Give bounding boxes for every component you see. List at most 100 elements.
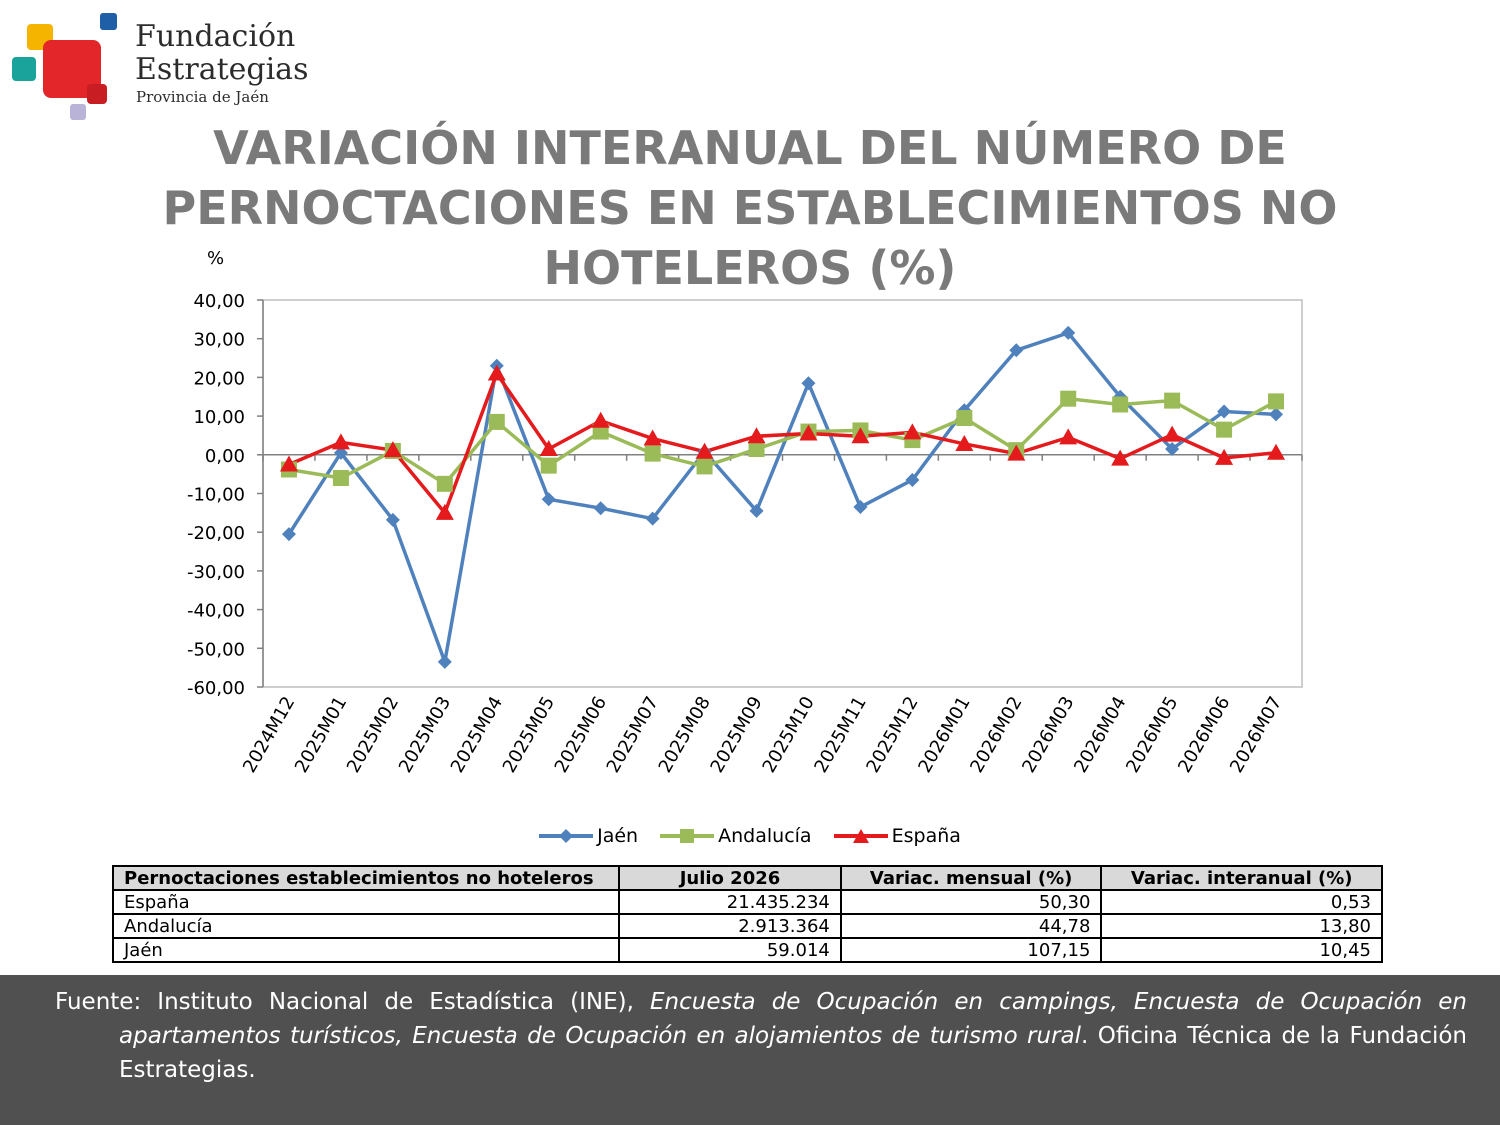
table-cell: 0,53 <box>1100 889 1383 915</box>
y-tick-label: -20,00 <box>187 523 245 544</box>
data-point-jaen <box>333 445 348 460</box>
y-tick-label: -60,00 <box>187 678 245 699</box>
x-tick-label: 2025M04 <box>447 693 507 776</box>
chart-title: VARIACIÓN INTERANUAL DEL NÚMERO DE PERNO… <box>162 121 1338 295</box>
x-tick-label: 2025M05 <box>499 693 559 776</box>
data-point-jaen <box>593 501 608 516</box>
logo-teal-square <box>12 57 36 81</box>
legend-label-espana: España <box>891 825 961 847</box>
x-tick-label: 2026M07 <box>1226 693 1286 776</box>
data-point-espana <box>1059 428 1078 445</box>
data-point-jaen <box>1009 343 1024 358</box>
table-cell: Jaén <box>111 937 621 963</box>
y-tick-label: -50,00 <box>187 639 245 660</box>
data-point-jaen <box>853 500 868 515</box>
data-point-espana <box>591 411 610 428</box>
x-tick-label: 2025M01 <box>291 693 351 776</box>
x-tick-label: 2025M11 <box>810 693 870 776</box>
chart-legend: Jaén Andalucía España <box>0 825 1500 849</box>
table-cell: 44,78 <box>839 913 1103 939</box>
y-tick-label: 10,00 <box>193 407 245 428</box>
data-point-espana <box>799 424 818 441</box>
source-footer: Fuente: Instituto Nacional de Estadístic… <box>0 975 1500 1125</box>
data-point-jaen <box>749 503 764 518</box>
x-tick-label: 2025M03 <box>395 693 455 776</box>
data-point-andalucia <box>1164 392 1181 409</box>
x-tick-label: 2025M09 <box>707 693 767 776</box>
table-header: Variac. interanual (%) <box>1100 865 1383 891</box>
y-tick-label: 20,00 <box>193 368 245 389</box>
x-tick-label: 2025M10 <box>758 693 818 776</box>
x-tick-label: 2024M12 <box>239 693 299 776</box>
data-point-espana <box>331 433 350 450</box>
series-line-espana <box>288 371 1277 515</box>
data-point-espana <box>435 503 454 520</box>
data-point-andalucia <box>956 410 973 427</box>
data-point-jaen <box>385 512 400 527</box>
table-header: Variac. mensual (%) <box>839 865 1103 891</box>
y-axis-unit: % <box>207 248 225 269</box>
data-point-espana <box>279 455 298 472</box>
x-tick-label: 2025M07 <box>603 693 663 776</box>
table-cell: 2.913.364 <box>618 913 842 939</box>
data-point-andalucia <box>540 457 557 474</box>
data-point-jaen <box>1165 441 1180 456</box>
logo-darkred-square <box>87 84 107 104</box>
legend-item-jaen: Jaén <box>539 825 638 847</box>
data-point-jaen <box>1217 404 1232 419</box>
y-tick-label: -30,00 <box>187 562 245 583</box>
data-point-andalucia <box>644 445 661 462</box>
data-point-espana <box>539 439 558 456</box>
legend-item-andalucia: Andalucía <box>660 825 812 847</box>
series-line-andalucia <box>288 396 1277 486</box>
logo-blue-square <box>100 13 117 30</box>
data-point-espana <box>903 423 922 440</box>
legend-item-espana: España <box>833 825 961 847</box>
data-point-andalucia <box>748 440 765 457</box>
data-point-espana <box>643 429 662 446</box>
table-cell: 21.435.234 <box>618 889 842 915</box>
x-tick-label: 2025M06 <box>551 693 611 776</box>
data-point-espana <box>1267 443 1286 460</box>
data-point-espana <box>487 364 506 381</box>
data-point-jaen <box>1269 407 1284 422</box>
source-note: Fuente: Instituto Nacional de Estadístic… <box>55 989 1467 1083</box>
y-tick-label: 0,00 <box>205 446 245 467</box>
data-point-andalucia <box>436 475 453 492</box>
x-tick-label: 2026M06 <box>1174 693 1234 776</box>
data-point-jaen <box>1061 325 1076 340</box>
logo: Fundación Estrategias Provincia de Jaén <box>0 0 330 125</box>
data-point-andalucia <box>488 413 505 430</box>
x-tick-label: 2026M05 <box>1122 693 1182 776</box>
data-point-espana <box>1007 444 1026 461</box>
x-tick-label: 2025M08 <box>655 693 715 776</box>
logo-subtitle: Provincia de Jaén <box>136 88 269 106</box>
data-point-andalucia <box>1060 390 1077 407</box>
data-point-jaen <box>905 472 920 487</box>
data-point-andalucia <box>1112 396 1129 413</box>
data-point-espana <box>1163 425 1182 442</box>
line-chart: 40,00 30,00 20,00 10,00 0,00 -10,00 -20,00 -30,… <box>187 291 1303 776</box>
data-point-espana <box>747 427 766 444</box>
data-point-espana <box>851 427 870 444</box>
data-point-andalucia <box>332 470 349 487</box>
data-point-jaen <box>281 527 296 542</box>
y-tick-label: 40,00 <box>193 291 245 312</box>
data-point-andalucia <box>1268 393 1285 410</box>
table-header-row: Pernoctaciones establecimientos no hotel… <box>111 865 1383 891</box>
logo-lavender-square <box>70 104 86 120</box>
table-row: Jaén 59.014 107,15 10,45 <box>111 937 1383 963</box>
data-point-jaen <box>645 511 660 526</box>
table-cell: Andalucía <box>111 913 621 939</box>
data-point-espana <box>955 434 974 451</box>
table-cell: 107,15 <box>839 937 1103 963</box>
y-tick-label: 30,00 <box>193 330 245 351</box>
data-point-espana <box>383 441 402 458</box>
x-tick-label: 2026M02 <box>966 693 1026 776</box>
table-cell: 10,45 <box>1100 937 1383 963</box>
y-tick-label: -40,00 <box>187 601 245 622</box>
table-cell: 59.014 <box>618 937 842 963</box>
plot-area <box>262 299 1303 688</box>
table-header: Pernoctaciones establecimientos no hotel… <box>111 865 621 891</box>
data-point-espana <box>695 442 714 459</box>
